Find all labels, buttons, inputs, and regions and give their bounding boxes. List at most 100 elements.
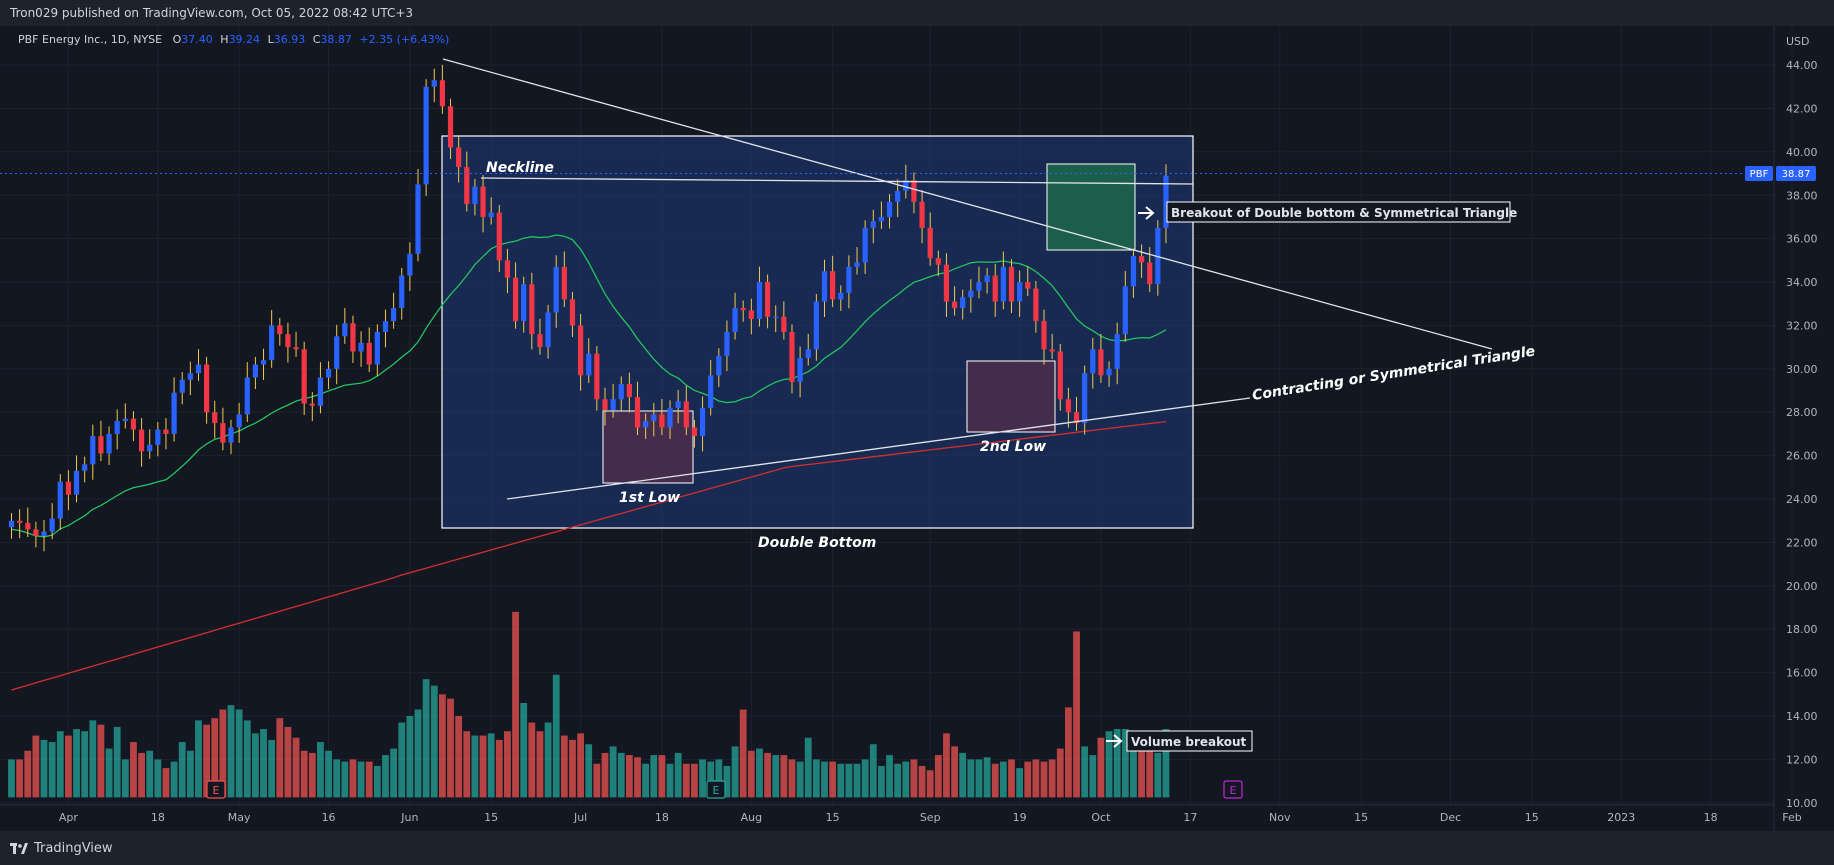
candle-body <box>1049 349 1055 352</box>
candle-body <box>586 353 592 376</box>
candle-body <box>699 407 706 437</box>
volume-bar <box>438 694 446 798</box>
volume-bar <box>1081 746 1089 798</box>
time-tick-label: Feb <box>1782 811 1801 824</box>
volume-bar <box>243 720 251 798</box>
volume-bar <box>317 742 324 798</box>
volume-bar <box>471 735 479 798</box>
volume-bar <box>463 731 471 798</box>
breakout-box[interactable] <box>1046 163 1136 251</box>
time-tick-label: 19 <box>1013 811 1027 824</box>
breakout-callout[interactable]: Breakout of Double bottom & Symmetrical … <box>1138 201 1517 223</box>
price-tick-label: 32.00 <box>1786 319 1818 332</box>
candle-body <box>911 180 917 202</box>
time-tick-label: Apr <box>59 811 79 824</box>
published-info: Tron029 published on TradingView.com, Oc… <box>10 6 414 20</box>
price-tag: PBF 38.87 <box>1745 166 1816 181</box>
price-tick-label: 38.00 <box>1786 189 1818 202</box>
candle-body <box>447 106 454 148</box>
tradingview-brand[interactable]: TradingView <box>10 841 113 856</box>
volume-bar <box>65 735 72 798</box>
earnings-marker[interactable]: E <box>706 780 726 799</box>
earnings-marker[interactable]: E <box>206 780 226 799</box>
candle-body <box>651 414 657 421</box>
volume-bar <box>16 759 24 798</box>
candle-body <box>675 401 681 408</box>
candle-body <box>1065 399 1071 413</box>
volume-bar <box>699 759 706 798</box>
candle-body <box>992 275 998 302</box>
volume-bar <box>1065 707 1072 798</box>
candle-body <box>748 310 754 319</box>
close-label: C <box>312 33 321 46</box>
second-low-box[interactable] <box>966 360 1056 433</box>
change-value: +2.35 (+6.43%) <box>359 33 450 46</box>
volume-bar <box>772 755 780 798</box>
time-tick-label: May <box>228 811 251 824</box>
second-low-label: 2nd Low <box>980 439 1046 455</box>
candle-body <box>951 301 958 309</box>
volume-bar <box>105 748 113 798</box>
volume-bar <box>97 724 105 798</box>
volume-bar <box>235 709 243 798</box>
candle-body <box>480 186 486 217</box>
candle-body <box>1130 256 1137 287</box>
candle-body <box>204 364 210 413</box>
candle-body <box>1090 349 1096 374</box>
candle-body <box>578 325 584 376</box>
time-tick-label: Jun <box>400 811 418 824</box>
candle-body <box>529 284 535 335</box>
candle-body <box>220 423 226 443</box>
volume-bar <box>520 703 528 798</box>
time-axis[interactable]: Apr 18 May 16 Jun 15 Jul 18 Aug 15 Sep 19 Oct 17 Nov 15… <box>59 811 1802 824</box>
ascending-trendline[interactable] <box>506 397 1251 500</box>
neckline-line[interactable] <box>480 177 1194 185</box>
candle-body <box>106 433 112 454</box>
candle-body <box>391 308 397 322</box>
candle-body <box>195 364 202 374</box>
price-axis[interactable]: 44.00 42.00 40.00 38.00 36.00 34.00 32.00 30.00… <box>1786 59 1818 810</box>
candle-body <box>407 253 413 276</box>
candle-body <box>1041 321 1047 350</box>
time-tick-label: 15 <box>484 811 498 824</box>
high-label: H <box>220 33 229 46</box>
volume-bar <box>195 720 202 798</box>
brand-name: TradingView <box>34 841 113 856</box>
volume-bar <box>56 731 64 798</box>
ma-long-line <box>11 420 1167 691</box>
candle-body <box>878 216 885 222</box>
price-tick-label: 16.00 <box>1786 667 1818 680</box>
time-tick-label: 18 <box>151 811 165 824</box>
volume-breakout-callout[interactable]: Volume breakout <box>1106 730 1253 752</box>
candle-body <box>358 342 364 352</box>
candle-body <box>114 420 120 434</box>
descending-trendline[interactable] <box>442 58 1493 350</box>
candle-body <box>797 357 803 382</box>
volume-bar <box>878 765 885 798</box>
candle-body <box>285 334 291 348</box>
volume-bar <box>625 755 633 798</box>
candle-body <box>1073 412 1080 424</box>
symbol-name: PBF Energy Inc., 1D, NYSE <box>18 33 163 46</box>
candle-body <box>342 323 348 337</box>
volume-bar <box>682 763 690 798</box>
earnings-marker[interactable]: E <box>1223 780 1243 799</box>
candle-body <box>976 282 982 291</box>
price-chart[interactable]: Neckline 1st Low 2nd Low Double Bottom C… <box>0 0 1834 831</box>
volume-bar <box>739 709 747 798</box>
volume-bar <box>154 759 162 798</box>
volume-bar <box>32 735 40 798</box>
volume-bar <box>487 733 495 798</box>
candle-body <box>903 180 909 191</box>
volume-bar <box>788 759 796 798</box>
candle-body <box>789 331 795 382</box>
double-bottom-label: Double Bottom <box>758 535 876 551</box>
candle-body <box>667 407 673 428</box>
arrow-right-icon <box>1145 206 1155 220</box>
candle-body <box>1163 175 1169 228</box>
volume-bar <box>24 750 32 798</box>
candle-body <box>537 334 543 348</box>
price-tick-label: 14.00 <box>1786 710 1818 723</box>
candle-body <box>553 266 559 313</box>
earnings-icon: E <box>1230 784 1237 797</box>
